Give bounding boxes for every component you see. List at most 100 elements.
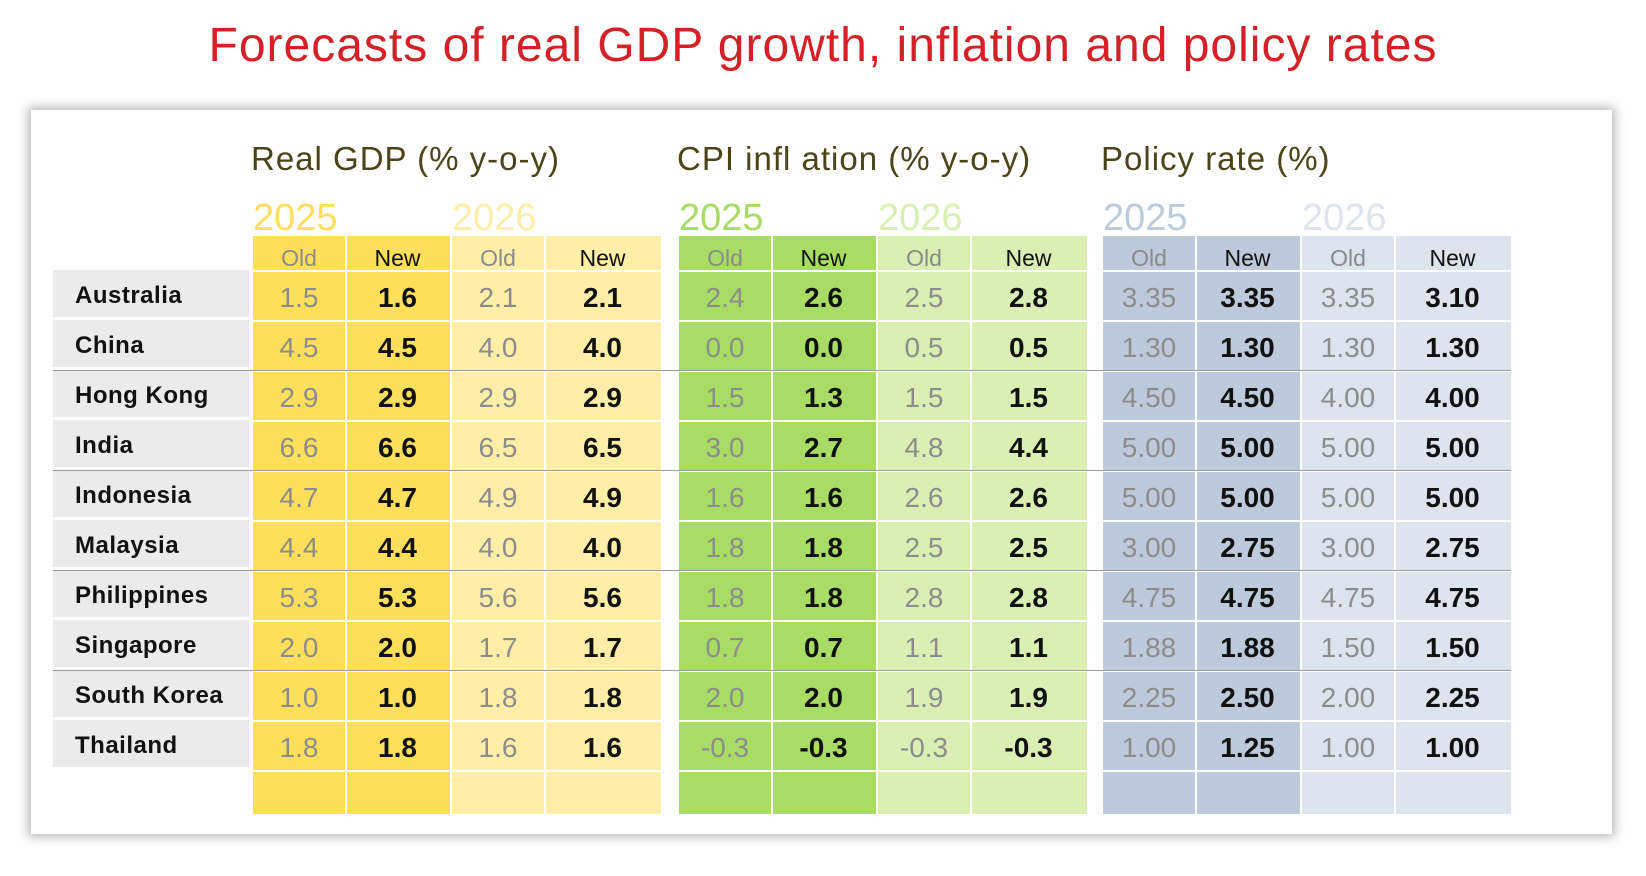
cell-rate-2025-new: 4.75 — [1220, 582, 1275, 613]
cell-rate-2025-old: 1.30 — [1121, 332, 1177, 363]
cell-gdp-2026-new: 1.8 — [583, 682, 622, 713]
country-label: South Korea — [53, 670, 249, 717]
cell-cpi-2025-new: 1.6 — [804, 482, 843, 513]
row-separator — [1103, 770, 1300, 772]
cell-rate-2025-old: 5.00 — [1121, 482, 1177, 513]
column-block-gdp-2026 — [452, 236, 661, 814]
cell-cpi-2025-old: 2.4 — [705, 282, 745, 313]
cell-gdp-2026-old: 4.9 — [478, 482, 518, 513]
row-separator — [878, 470, 1087, 472]
row-rule — [53, 570, 1511, 571]
row-separator — [253, 770, 450, 772]
cell-gdp-2025-new: 1.8 — [378, 732, 417, 763]
cell-cpi-2025-old: 1.8 — [705, 582, 745, 613]
cell-rate-2025-new: 1.88 — [1220, 632, 1275, 663]
cell-rate-2026-old: 3.00 — [1320, 532, 1376, 563]
cell-rate-2025-new: 4.50 — [1220, 382, 1275, 413]
cell-gdp-2026-old: 4.0 — [478, 332, 518, 363]
row-separator — [1302, 470, 1511, 472]
cell-cpi-2026-new: 2.8 — [1009, 582, 1048, 613]
cell-gdp-2025-new: 2.0 — [378, 632, 417, 663]
row-separator — [253, 720, 450, 722]
cell-gdp-2025-new: 4.7 — [378, 482, 417, 513]
row-separator — [878, 270, 1087, 272]
cell-rate-2026-new: 1.50 — [1425, 632, 1480, 663]
cell-rate-2025-old: 2.25 — [1121, 682, 1177, 713]
column-divider — [345, 236, 347, 814]
country-label: Singapore — [53, 620, 249, 667]
row-separator — [452, 470, 661, 472]
cell-cpi-2026-new: 1.9 — [1009, 682, 1048, 713]
cell-rate-2025-old: 4.50 — [1121, 382, 1177, 413]
row-separator — [452, 270, 661, 272]
cell-rate-2026-old: 5.00 — [1320, 482, 1376, 513]
year-label-cpi-2025: 2025 — [679, 197, 764, 239]
subheader-new: New — [1429, 245, 1476, 271]
cell-cpi-2025-old: 0.0 — [705, 332, 745, 363]
row-separator — [878, 620, 1087, 622]
subheader-new: New — [1005, 245, 1052, 271]
cell-gdp-2026-old: 2.1 — [478, 282, 518, 313]
group-title-cpi: CPI infl ation (% y-o-y) — [677, 140, 1032, 177]
row-separator — [253, 320, 450, 322]
row-separator — [253, 420, 450, 422]
cell-rate-2026-old: 5.00 — [1320, 432, 1376, 463]
cell-rate-2025-old: 4.75 — [1121, 582, 1177, 613]
country-label: Australia — [53, 270, 249, 317]
year-label-cpi-2026: 2026 — [878, 197, 963, 239]
cell-cpi-2026-new: 2.5 — [1009, 532, 1048, 563]
row-separator — [1103, 320, 1300, 322]
cell-cpi-2026-old: 1.5 — [904, 382, 944, 413]
cell-cpi-2025-new: 2.7 — [804, 432, 843, 463]
cell-cpi-2026-old: 2.5 — [904, 532, 944, 563]
column-divider — [771, 236, 773, 814]
cell-cpi-2026-old: 0.5 — [904, 332, 944, 363]
cell-gdp-2025-old: 4.4 — [279, 532, 319, 563]
subheader-new: New — [579, 245, 626, 271]
row-separator — [253, 470, 450, 472]
cell-rate-2026-new: 3.10 — [1425, 282, 1480, 313]
country-label: Malaysia — [53, 520, 249, 567]
cell-rate-2026-new: 5.00 — [1425, 482, 1480, 513]
cell-rate-2025-old: 1.88 — [1121, 632, 1177, 663]
row-separator — [679, 670, 876, 672]
cell-rate-2026-new: 2.25 — [1425, 682, 1480, 713]
row-separator — [452, 620, 661, 622]
row-rule — [53, 670, 1511, 671]
row-separator — [253, 620, 450, 622]
row-separator — [253, 520, 450, 522]
row-separator — [679, 270, 876, 272]
cell-cpi-2026-new: 1.1 — [1009, 632, 1048, 663]
cell-rate-2025-old: 3.00 — [1121, 532, 1177, 563]
row-separator — [878, 720, 1087, 722]
column-block-cpi-2026 — [878, 236, 1087, 814]
cell-rate-2026-new: 2.75 — [1425, 532, 1480, 563]
cell-cpi-2025-new: -0.3 — [799, 732, 848, 763]
cell-rate-2025-new: 2.50 — [1220, 682, 1275, 713]
cell-gdp-2026-old: 1.7 — [478, 632, 518, 663]
cell-gdp-2025-old: 2.0 — [279, 632, 319, 663]
row-separator — [452, 370, 661, 372]
cell-gdp-2025-old: 4.5 — [279, 332, 319, 363]
cell-gdp-2026-new: 6.5 — [583, 432, 622, 463]
row-separator — [1302, 320, 1511, 322]
subheader-new: New — [374, 245, 421, 271]
cell-rate-2026-old: 4.00 — [1320, 382, 1376, 413]
row-separator — [253, 370, 450, 372]
cell-rate-2025-new: 5.00 — [1220, 432, 1275, 463]
cell-gdp-2025-old: 1.5 — [279, 282, 319, 313]
cell-rate-2025-old: 1.00 — [1121, 732, 1177, 763]
cell-gdp-2026-old: 1.8 — [478, 682, 518, 713]
row-separator — [1103, 670, 1300, 672]
cell-gdp-2026-new: 4.9 — [583, 482, 622, 513]
country-label: India — [53, 420, 249, 467]
row-separator — [679, 520, 876, 522]
row-separator — [452, 420, 661, 422]
row-separator — [1302, 420, 1511, 422]
cell-cpi-2025-new: 1.8 — [804, 532, 843, 563]
cell-gdp-2025-old: 1.0 — [279, 682, 319, 713]
cell-cpi-2026-new: 4.4 — [1009, 432, 1048, 463]
row-separator — [1302, 620, 1511, 622]
column-divider — [970, 236, 972, 814]
cell-cpi-2026-old: 2.6 — [904, 482, 944, 513]
